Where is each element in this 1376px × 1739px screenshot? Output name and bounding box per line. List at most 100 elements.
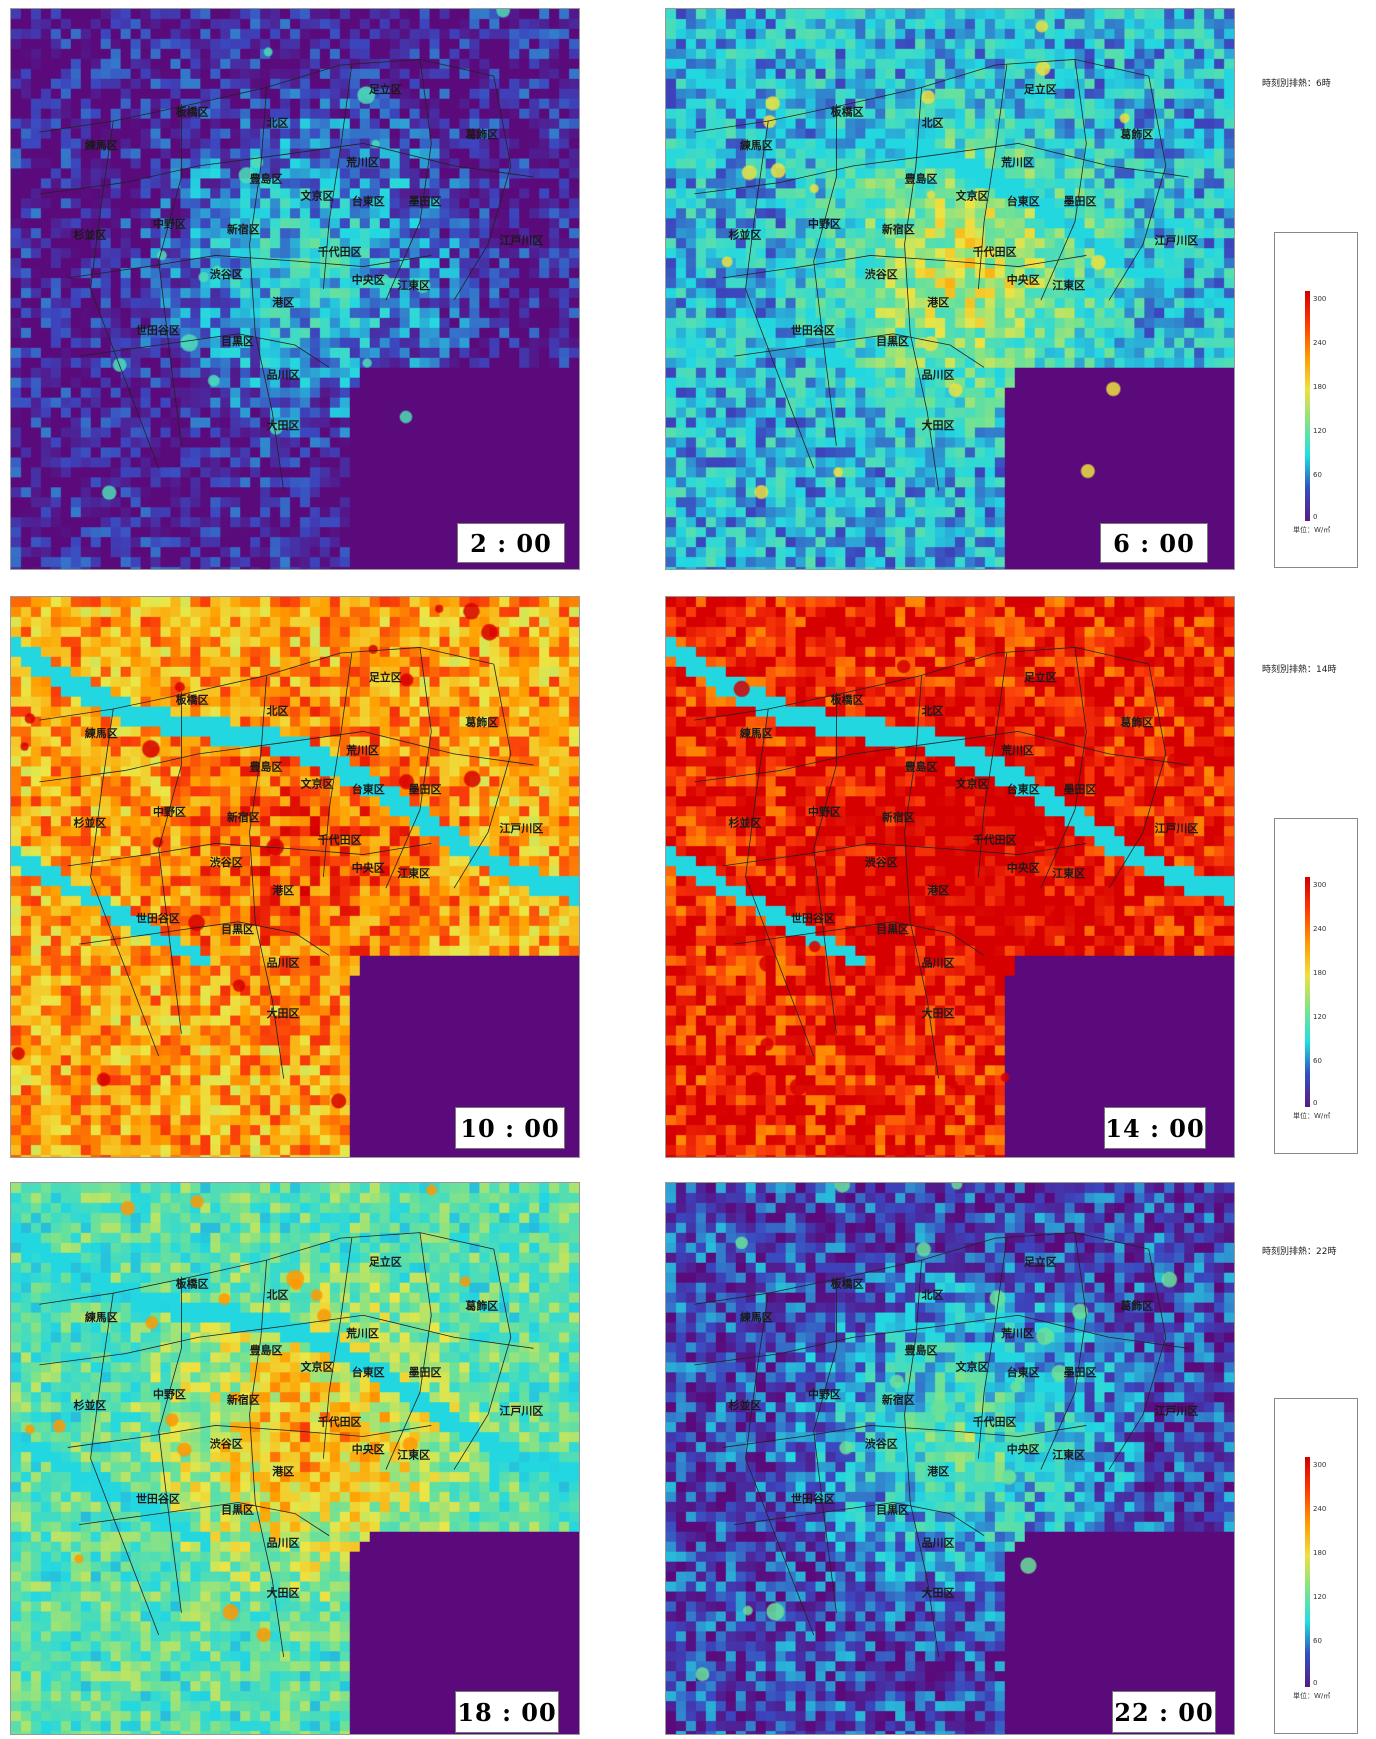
ward-label: 江戸川区 (1154, 821, 1198, 835)
ward-label: 千代田区 (318, 1414, 362, 1428)
ward-label: 文京区 (301, 188, 334, 202)
ward-label: 千代田区 (318, 244, 362, 258)
ward-label: 板橋区 (831, 692, 864, 706)
ward-label: 新宿区 (882, 222, 915, 236)
map-panel-1800: 足立区 板橋区 北区 葛飾区 練馬区 荒川区 豊島区 文京区 台東区 墨田区 中野区 杉並区 新宿区 千代… (10, 1182, 580, 1735)
legend-tick: 60 (1313, 1057, 1322, 1065)
ward-label: 江東区 (397, 278, 430, 292)
heat-map-image (11, 597, 579, 1157)
ward-label: 葛飾区 (1119, 715, 1153, 729)
ward-label: 千代田区 (973, 1414, 1017, 1428)
ward-boundary (1108, 1249, 1167, 1470)
ward-label: 江戸川区 (499, 1403, 543, 1417)
ward-label: 台東区 (1007, 1365, 1040, 1379)
ward-label: 中野区 (153, 1387, 186, 1401)
ward-label: 千代田区 (973, 244, 1017, 258)
ward-label: 中央区 (352, 272, 385, 286)
ward-label: 足立区 (369, 82, 402, 96)
ward-label: 千代田区 (973, 832, 1017, 846)
ward-label: 渋谷区 (210, 267, 243, 281)
ward-label: 板橋区 (176, 692, 209, 706)
ward-label: 中野区 (153, 216, 186, 230)
ward-boundary (1108, 76, 1167, 301)
ward-boundary (1040, 1232, 1087, 1470)
ward-label: 新宿区 (227, 1392, 260, 1406)
ward-label: 江戸川区 (499, 821, 543, 835)
ward-label: 練馬区 (85, 138, 118, 152)
ward-label: 荒川区 (1000, 155, 1034, 169)
ward-boundary (39, 731, 534, 783)
ward-boundary (385, 647, 432, 889)
ward-boundary (39, 1314, 534, 1366)
legend-tick: 120 (1313, 1593, 1327, 1601)
ward-label: 杉並区 (73, 816, 106, 830)
caption-6h: 時刻別排熱：6時 (1262, 79, 1331, 89)
legend-tick: 240 (1313, 1505, 1327, 1513)
ward-label: 港区 (272, 295, 294, 309)
ward-label: 杉並区 (74, 1398, 107, 1412)
ward-label: 目黒区 (876, 1504, 909, 1517)
ward-label: 北区 (267, 704, 289, 718)
ward-boundary (90, 708, 160, 1057)
caption-14h: 時刻別排熱：14時 (1262, 665, 1337, 675)
ward-label: 品川区 (267, 369, 300, 382)
ward-label: 荒川区 (345, 1326, 379, 1340)
ward-boundary (745, 120, 815, 469)
map-panel-2200: 足立区 板橋区 北区 葛飾区 練馬区 荒川区 豊島区 文京区 台東区 墨田区 中野区 杉並区 新宿区 千代… (665, 1182, 1235, 1735)
ward-boundary (904, 675, 940, 1079)
ward-label: 北区 (922, 704, 944, 718)
ward-label: 墨田区 (1064, 783, 1097, 796)
ward-label: 品川区 (267, 957, 300, 970)
ward-label: 文京区 (301, 1359, 334, 1373)
ward-boundary (813, 104, 837, 446)
heat-map-image (666, 1183, 1234, 1734)
ward-label: 足立区 (1024, 670, 1057, 684)
legend-tick: 300 (1313, 1461, 1327, 1469)
ward-label: 荒川区 (1000, 743, 1034, 757)
ward-label: 北区 (267, 116, 289, 130)
heat-map-image (11, 9, 579, 569)
ward-label: 世田谷区 (136, 323, 180, 337)
ward-label: 杉並区 (73, 228, 106, 242)
ward-label: 港区 (272, 1464, 294, 1478)
ward-label: 中央区 (352, 1442, 385, 1456)
ward-label: 文京区 (301, 776, 334, 790)
ward-label: 新宿区 (882, 1392, 915, 1406)
ward-label: 荒川区 (345, 743, 379, 757)
color-legend: 300 240 180 120 60 0 単位：W/㎡ (1274, 1398, 1358, 1734)
time-label: 2 : 00 (457, 523, 565, 563)
ward-label: 豊島区 (905, 172, 938, 186)
time-label: 14 : 00 (1104, 1107, 1206, 1149)
ward-boundary (79, 921, 330, 956)
ward-label: 新宿区 (227, 222, 260, 236)
ward-boundary (322, 1238, 353, 1459)
ward-boundary (158, 1276, 182, 1613)
ward-boundary (1040, 59, 1087, 301)
ward-boundary (385, 1232, 432, 1470)
legend-color-bar (1305, 291, 1310, 521)
ward-label: 豊島区 (250, 760, 283, 774)
ward-label: 大田区 (267, 418, 300, 432)
ward-label: 北区 (267, 1288, 289, 1302)
ward-label: 大田区 (267, 1006, 300, 1020)
legend-tick: 240 (1313, 925, 1327, 933)
ward-label: 港区 (272, 883, 294, 897)
ward-label: 目黒区 (876, 923, 909, 936)
ward-boundary (978, 652, 1008, 878)
ward-label: 板橋区 (176, 104, 209, 118)
legend-color-bar (1305, 877, 1310, 1107)
ward-boundary (745, 708, 815, 1057)
ward-boundary (978, 64, 1008, 290)
ward-label: 足立区 (369, 670, 402, 684)
legend-unit: 単位：W/㎡ (1293, 1112, 1331, 1120)
map-panel-1000: 足立区 板橋区 北区 葛飾区 練馬区 荒川区 豊島区 文京区 台東区 墨田区 中野区 杉並区 新宿区 千代… (10, 596, 580, 1158)
ward-label: 江戸川区 (1154, 1403, 1198, 1417)
ward-boundary (453, 1249, 512, 1470)
ward-label: 中央区 (352, 860, 385, 874)
ward-label: 大田区 (267, 1585, 300, 1599)
ward-label: 葛飾区 (1119, 1299, 1153, 1313)
legend-tick: 0 (1313, 1679, 1318, 1687)
ward-label: 台東区 (1007, 194, 1040, 208)
